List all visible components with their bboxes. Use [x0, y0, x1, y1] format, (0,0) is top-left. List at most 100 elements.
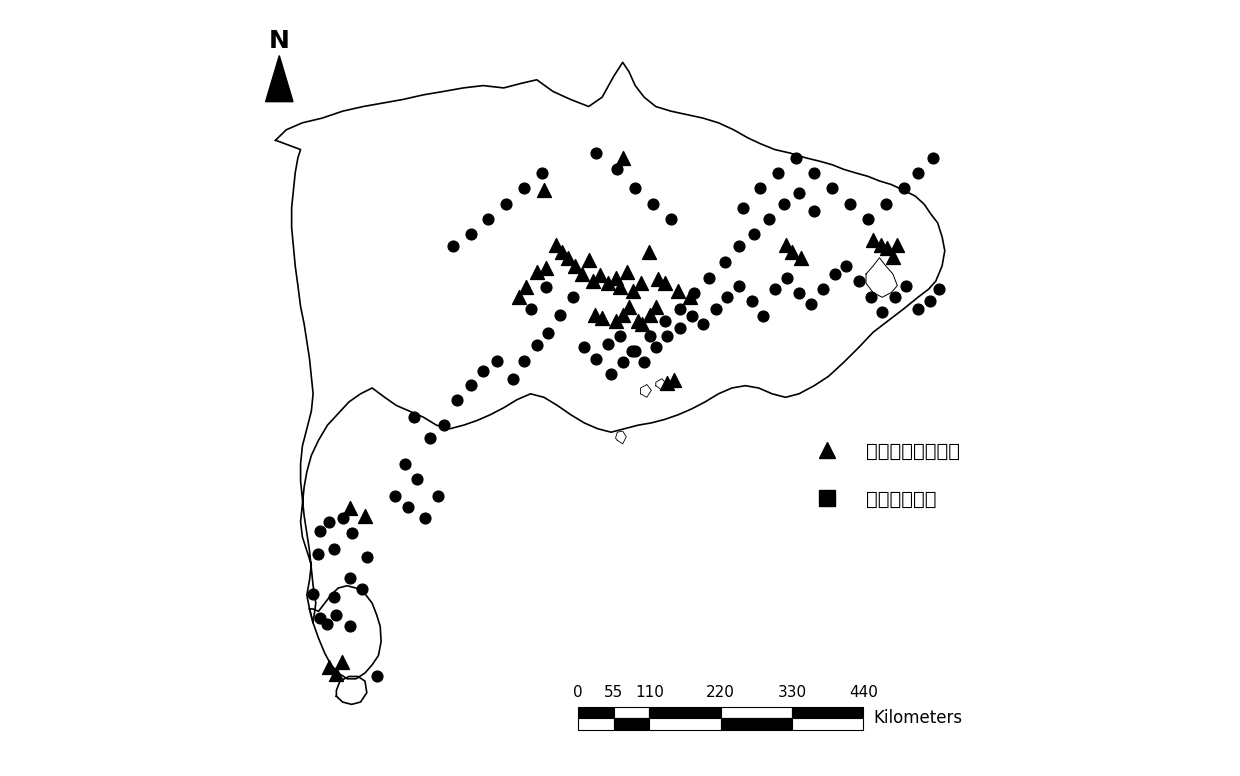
Point	[625, 345, 645, 357]
Point	[613, 356, 632, 369]
Point	[415, 512, 435, 525]
Point	[308, 548, 327, 560]
Polygon shape	[656, 379, 667, 390]
Point	[407, 473, 427, 485]
Polygon shape	[265, 56, 293, 102]
Point	[657, 377, 677, 390]
Point	[897, 279, 916, 292]
Point	[765, 283, 785, 296]
Point	[861, 291, 880, 303]
Point	[825, 268, 844, 280]
Point	[920, 295, 940, 307]
Point	[429, 490, 449, 502]
Bar	[792, 718, 863, 729]
Point	[682, 310, 702, 322]
Point	[605, 272, 625, 284]
Point	[729, 240, 749, 252]
Point	[352, 583, 372, 595]
Point	[551, 309, 570, 321]
Point	[310, 612, 330, 625]
Point	[706, 303, 725, 315]
Point	[332, 512, 352, 525]
Point	[744, 228, 764, 241]
Point	[759, 213, 779, 226]
Point	[479, 213, 498, 226]
Point	[326, 608, 346, 621]
Point	[527, 265, 547, 278]
Point	[655, 277, 675, 289]
Point	[319, 661, 339, 674]
Text: 330: 330	[777, 685, 807, 701]
Point	[532, 167, 552, 179]
Point	[908, 167, 928, 179]
Point	[613, 309, 632, 321]
Bar	[720, 707, 792, 718]
Point	[714, 256, 734, 268]
Point	[619, 300, 639, 313]
Point	[684, 286, 704, 299]
Point	[839, 198, 859, 210]
Point	[404, 411, 424, 423]
Point	[340, 571, 360, 584]
Point	[753, 310, 773, 322]
Point	[908, 303, 928, 315]
Bar	[792, 707, 863, 718]
Point	[774, 198, 794, 210]
Point	[894, 182, 914, 194]
Bar	[650, 718, 720, 729]
Point	[863, 234, 883, 247]
Point	[670, 321, 689, 334]
Point	[610, 330, 630, 342]
Text: 440: 440	[849, 685, 878, 701]
Point	[565, 260, 585, 272]
Point	[552, 246, 572, 258]
Point	[729, 279, 749, 292]
Point	[877, 242, 897, 255]
Point	[924, 151, 944, 164]
Point	[646, 341, 666, 354]
Text: 55: 55	[604, 685, 624, 701]
Text: 0: 0	[573, 685, 583, 701]
Point	[670, 303, 689, 315]
Point	[624, 286, 644, 298]
Bar	[578, 718, 614, 729]
Point	[640, 309, 660, 321]
Point	[384, 490, 404, 502]
Point	[563, 291, 583, 303]
Point	[572, 268, 591, 280]
Point	[461, 228, 481, 241]
Point	[858, 213, 878, 226]
Point	[496, 198, 516, 210]
Point	[625, 182, 645, 194]
Point	[608, 163, 627, 175]
Point	[443, 240, 463, 252]
Point	[342, 527, 362, 539]
Bar	[614, 718, 650, 729]
Point	[396, 457, 415, 469]
Point	[822, 182, 842, 194]
Point	[515, 182, 534, 194]
Point	[655, 314, 675, 327]
Text: 110: 110	[635, 685, 663, 701]
Point	[775, 239, 795, 251]
Point	[750, 182, 770, 194]
Point	[474, 365, 494, 377]
Point	[849, 275, 869, 287]
Point	[791, 251, 811, 264]
Point	[585, 309, 605, 321]
Point	[502, 372, 522, 385]
Text: N: N	[269, 29, 290, 53]
Point	[813, 283, 833, 296]
Point	[516, 281, 536, 293]
Point	[398, 501, 418, 513]
Point	[805, 167, 825, 179]
Point	[618, 265, 637, 278]
Point	[521, 303, 541, 315]
Point	[693, 318, 713, 331]
Point	[621, 345, 641, 357]
Point	[590, 269, 610, 282]
Point	[487, 355, 507, 368]
Text: Kilometers: Kilometers	[873, 709, 962, 727]
Point	[587, 353, 606, 365]
Point	[599, 338, 619, 350]
